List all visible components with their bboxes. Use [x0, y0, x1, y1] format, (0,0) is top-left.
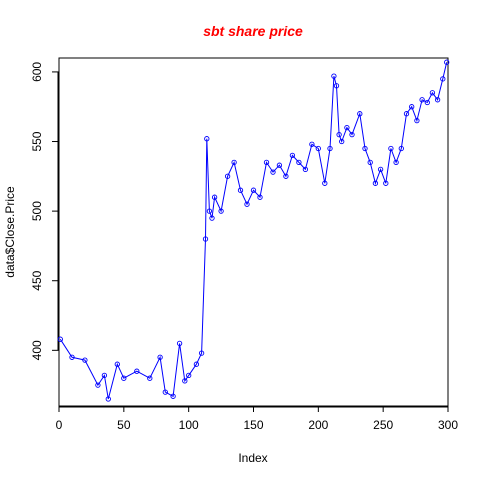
y-axis: 400 450 500 550 600	[30, 62, 59, 360]
data-point	[147, 375, 153, 381]
data-point	[383, 180, 389, 186]
data-point	[69, 354, 75, 360]
data-point	[302, 166, 309, 173]
y-tick-label: 400	[30, 340, 44, 360]
data-point	[121, 375, 127, 381]
data-point	[134, 368, 140, 374]
data-point	[270, 169, 276, 175]
x-tick-label: 50	[117, 418, 131, 432]
data-point	[157, 354, 163, 360]
data-point	[231, 159, 237, 166]
data-point	[377, 166, 384, 173]
y-tick-label: 500	[30, 201, 44, 221]
data-point	[362, 145, 368, 152]
data-point	[209, 215, 215, 221]
y-tick-label: 450	[30, 270, 44, 290]
x-tick-label: 200	[308, 418, 328, 432]
data-point	[82, 357, 88, 363]
data-point	[204, 136, 210, 142]
data-point	[250, 187, 257, 193]
data-point	[105, 396, 111, 402]
x-tick-label: 100	[179, 418, 199, 432]
data-point	[367, 159, 373, 166]
data-point	[263, 159, 270, 166]
data-point	[276, 162, 283, 168]
data-point	[237, 187, 244, 193]
data-point	[349, 131, 355, 138]
y-axis-label: data$Close.Price	[3, 186, 17, 278]
data-point	[393, 159, 399, 166]
x-axis: 0 50 100 150 200 250 300	[56, 406, 458, 432]
x-tick-label: 300	[438, 418, 458, 432]
data-point	[101, 372, 108, 379]
data-point	[170, 393, 176, 399]
data-point	[440, 76, 446, 82]
data-point	[202, 236, 209, 242]
data-point	[57, 336, 63, 342]
data-point	[339, 138, 345, 145]
data-point	[193, 361, 200, 367]
data-point	[315, 145, 321, 152]
data-point	[398, 145, 404, 152]
data-point	[289, 152, 296, 159]
data-point	[419, 97, 425, 103]
data-point	[444, 59, 450, 65]
data-point	[257, 194, 263, 200]
series-line	[59, 62, 448, 400]
data-point	[327, 145, 333, 152]
series-close-price	[57, 59, 450, 402]
y-tick-label: 550	[30, 131, 44, 151]
x-tick-label: 250	[373, 418, 393, 432]
x-tick-label: 150	[243, 418, 263, 432]
data-point	[333, 83, 340, 89]
data-point	[357, 111, 363, 117]
data-point	[429, 90, 436, 96]
x-tick-label: 0	[56, 418, 63, 432]
data-point	[309, 141, 315, 147]
data-point	[424, 99, 430, 106]
data-point	[211, 194, 218, 200]
x-axis-label: Index	[238, 451, 267, 465]
data-point	[182, 378, 188, 384]
data-point	[336, 131, 342, 138]
data-point	[114, 361, 120, 367]
y-tick-label: 600	[30, 62, 44, 82]
data-point	[198, 350, 205, 356]
plot-frame	[58, 57, 449, 407]
data-point	[218, 208, 224, 214]
data-point	[372, 180, 379, 186]
data-point	[206, 208, 213, 214]
data-point	[244, 201, 250, 207]
data-point	[344, 124, 350, 131]
chart-title: sbt share price	[203, 23, 303, 39]
data-point	[434, 97, 441, 103]
data-point	[409, 104, 415, 110]
data-point	[331, 73, 337, 79]
data-point	[162, 389, 168, 395]
data-point	[283, 173, 289, 179]
data-point	[95, 382, 101, 388]
data-point	[176, 340, 183, 347]
data-point	[296, 159, 302, 166]
data-point	[186, 372, 192, 379]
data-point	[388, 145, 394, 152]
data-point	[224, 173, 231, 179]
data-point	[414, 117, 420, 124]
data-point	[322, 180, 328, 186]
data-point	[403, 111, 410, 117]
